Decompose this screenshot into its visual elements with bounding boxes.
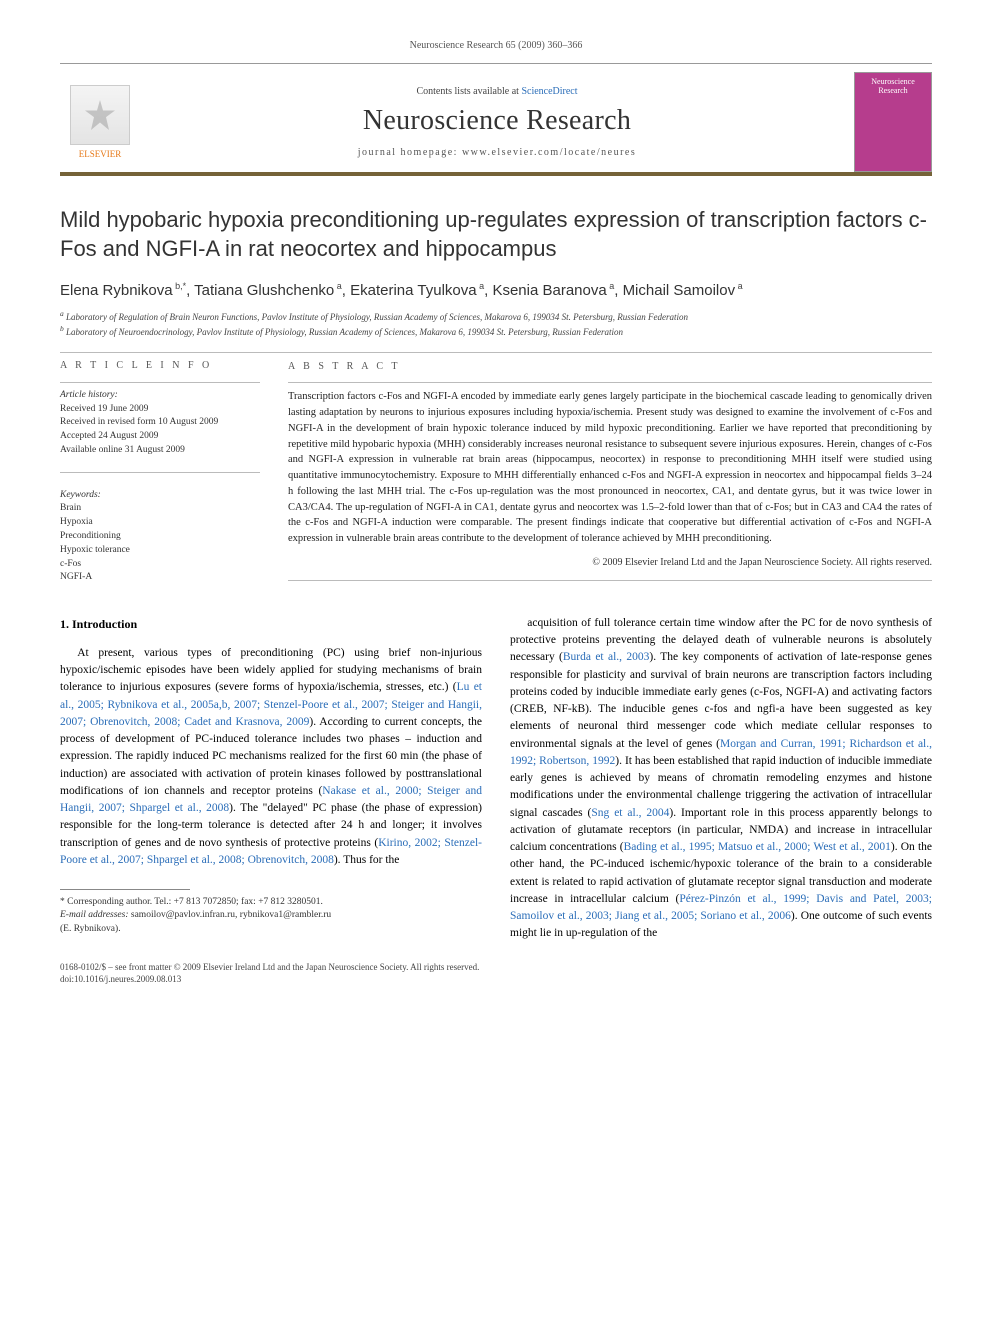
article-title: Mild hypobaric hypoxia preconditioning u… <box>60 206 932 263</box>
history-label: Article history: <box>60 389 260 403</box>
keyword: NGFI-A <box>60 571 260 585</box>
author-affil-marker: a <box>607 281 615 291</box>
author-affil-marker: a <box>735 281 743 291</box>
body-column-left: 1. Introduction At present, various type… <box>60 615 482 943</box>
homepage-prefix: journal homepage: <box>358 147 462 158</box>
page-footer: 0168-0102/$ – see front matter © 2009 El… <box>60 961 932 986</box>
homepage-url: www.elsevier.com/locate/neures <box>462 147 636 158</box>
history-line: Received in revised form 10 August 2009 <box>60 416 260 430</box>
article-info: A R T I C L E I N F O Article history: R… <box>60 359 260 587</box>
email-author: (E. Rybnikova). <box>60 923 482 936</box>
author-name: Elena Rybnikova <box>60 282 173 299</box>
abstract-copyright: © 2009 Elsevier Ireland Ltd and the Japa… <box>288 555 932 570</box>
abstract-heading: A B S T R A C T <box>288 359 932 374</box>
affiliation-a: a Laboratory of Regulation of Brain Neur… <box>60 309 932 324</box>
publisher-name: ELSEVIER <box>79 149 122 159</box>
author-affil-marker: a <box>477 281 485 291</box>
journal-homepage: journal homepage: www.elsevier.com/locat… <box>154 147 840 158</box>
body-paragraph: acquisition of full tolerance certain ti… <box>510 615 932 943</box>
affiliation-b: b Laboratory of Neuroendocrinology, Pavl… <box>60 324 932 339</box>
page-citation: Neuroscience Research 65 (2009) 360–366 <box>60 40 932 51</box>
body-paragraph: At present, various types of preconditio… <box>60 645 482 869</box>
keyword: Preconditioning <box>60 530 260 544</box>
footer-copyright: 0168-0102/$ – see front matter © 2009 El… <box>60 961 932 974</box>
history-line: Accepted 24 August 2009 <box>60 430 260 444</box>
author-name: Ekaterina Tyulkova <box>350 282 476 299</box>
keywords-label: Keywords: <box>60 489 260 503</box>
history-line: Received 19 June 2009 <box>60 403 260 417</box>
email-addresses: samoilov@pavlov.infran.ru, rybnikova1@ra… <box>131 910 331 920</box>
info-heading: A R T I C L E I N F O <box>60 359 260 374</box>
keyword: c-Fos <box>60 558 260 572</box>
history-line: Available online 31 August 2009 <box>60 444 260 458</box>
journal-cover: Neuroscience Research <box>854 72 932 172</box>
divider <box>60 352 932 353</box>
author-name: Michail Samoilov <box>623 282 736 299</box>
body-column-right: acquisition of full tolerance certain ti… <box>510 615 932 943</box>
footnotes: * Corresponding author. Tel.: +7 813 707… <box>60 896 482 936</box>
cover-label: Neuroscience Research <box>859 77 927 95</box>
corresponding-author: * Corresponding author. Tel.: +7 813 707… <box>60 896 482 909</box>
affiliations: a Laboratory of Regulation of Brain Neur… <box>60 309 932 338</box>
publisher-block: ELSEVIER <box>60 85 140 159</box>
email-line: E-mail addresses: samoilov@pavlov.infran… <box>60 909 482 922</box>
keyword: Hypoxia <box>60 516 260 530</box>
abstract-text: Transcription factors c-Fos and NGFI-A e… <box>288 389 932 547</box>
section-heading: 1. Introduction <box>60 615 482 633</box>
author-name: Ksenia Baranova <box>492 282 606 299</box>
email-label: E-mail addresses: <box>60 910 129 920</box>
author-affil-marker: a <box>334 281 342 291</box>
masthead: ELSEVIER Contents lists available at Sci… <box>60 63 932 176</box>
elsevier-logo <box>70 85 130 145</box>
author-name: Tatiana Glushchenko <box>194 282 334 299</box>
sciencedirect-link[interactable]: ScienceDirect <box>521 86 577 97</box>
authors-list: Elena Rybnikova b,*, Tatiana Glushchenko… <box>60 281 932 299</box>
journal-name: Neuroscience Research <box>154 105 840 137</box>
author-affil-marker: b,* <box>173 281 187 291</box>
keyword: Brain <box>60 502 260 516</box>
abstract: A B S T R A C T Transcription factors c-… <box>288 359 932 587</box>
keyword: Hypoxic tolerance <box>60 544 260 558</box>
body-text: 1. Introduction At present, various type… <box>60 615 932 943</box>
footer-doi: doi:10.1016/j.neures.2009.08.013 <box>60 973 932 986</box>
contents-line: Contents lists available at ScienceDirec… <box>154 86 840 97</box>
footnote-separator <box>60 889 190 890</box>
contents-prefix: Contents lists available at <box>416 86 521 97</box>
